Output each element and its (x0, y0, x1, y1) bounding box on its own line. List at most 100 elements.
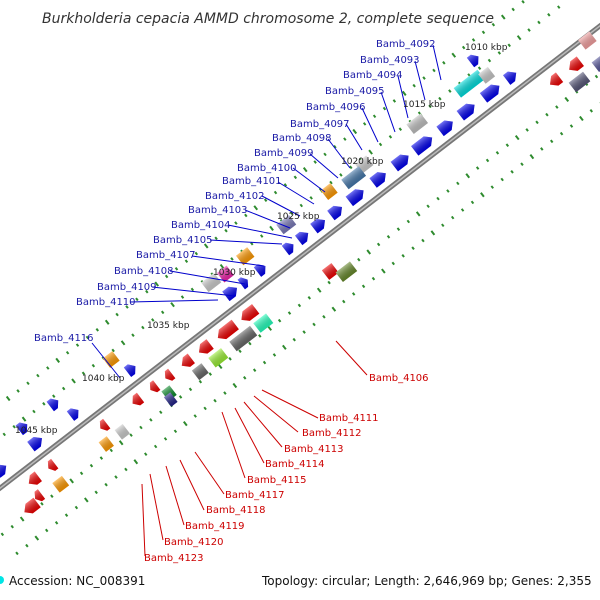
gene-feature[interactable] (201, 272, 222, 293)
gene-label[interactable]: Bamb_4111 (319, 413, 379, 424)
gene-feature[interactable] (0, 442, 2, 458)
gene-feature[interactable] (15, 420, 31, 436)
tick-mark (230, 257, 234, 261)
gene-label[interactable]: Bamb_4097 (290, 119, 350, 130)
gene-label[interactable]: Bamb_4109 (97, 282, 157, 293)
gene-feature[interactable] (214, 319, 239, 343)
gene-label[interactable]: Bamb_4092 (376, 39, 436, 50)
gene-feature[interactable] (578, 31, 597, 50)
gene-feature[interactable] (195, 339, 214, 357)
gene-feature[interactable] (123, 361, 139, 377)
gene-feature[interactable] (102, 351, 120, 368)
gene-feature[interactable] (320, 183, 338, 200)
gene-feature[interactable] (0, 461, 10, 478)
gene-feature[interactable] (114, 423, 130, 440)
gene-feature[interactable] (453, 69, 485, 98)
gene-feature[interactable] (276, 215, 297, 235)
gene-label[interactable]: Bamb_4110 (76, 297, 136, 308)
gene-feature[interactable] (546, 72, 564, 89)
gene-feature[interactable] (229, 325, 258, 352)
gene-feature[interactable] (208, 348, 229, 368)
gene-label[interactable]: Bamb_4116 (34, 333, 94, 344)
gene-feature[interactable] (21, 497, 41, 517)
gene-label[interactable]: Bamb_4094 (343, 70, 403, 81)
gene-feature[interactable] (295, 228, 312, 246)
gene-label[interactable]: Bamb_4102 (205, 191, 265, 202)
gene-feature[interactable] (222, 283, 240, 302)
gene-label[interactable]: Bamb_4123 (144, 553, 204, 564)
gene-feature[interactable] (281, 240, 297, 256)
gene-label[interactable]: Bamb_4107 (136, 250, 196, 261)
gene-label[interactable]: Bamb_4096 (306, 102, 366, 113)
gene-label[interactable]: Bamb_4099 (254, 148, 314, 159)
gene-label[interactable]: Bamb_4120 (164, 537, 224, 548)
gene-label[interactable]: Bamb_4101 (222, 176, 282, 187)
gene-feature[interactable] (27, 433, 45, 452)
leader-line (151, 286, 236, 297)
gene-feature[interactable] (178, 353, 195, 371)
gene-label[interactable]: Bamb_4093 (360, 55, 420, 66)
gene-feature[interactable] (253, 313, 274, 333)
gene-label[interactable]: Bamb_4095 (325, 86, 385, 97)
gene-feature[interactable] (66, 405, 82, 421)
gene-label[interactable]: Bamb_4115 (247, 475, 307, 486)
gene-feature[interactable] (236, 247, 255, 266)
tick-mark (83, 497, 89, 503)
leader-line (335, 340, 368, 376)
gene-feature[interactable] (369, 168, 389, 188)
gene-feature[interactable] (478, 66, 496, 84)
gene-feature[interactable] (238, 304, 260, 324)
gene-label[interactable]: Bamb_4119 (185, 521, 245, 532)
gene-feature[interactable] (310, 215, 328, 234)
gene-feature[interactable] (147, 380, 161, 394)
gene-feature[interactable] (479, 81, 503, 103)
leader-line (149, 473, 164, 541)
gene-feature[interactable] (52, 475, 70, 493)
gene-feature[interactable] (406, 113, 429, 134)
gene-feature[interactable] (503, 68, 520, 85)
gene-label[interactable]: Bamb_4108 (114, 266, 174, 277)
gene-label[interactable]: Bamb_4100 (237, 163, 297, 174)
gene-label[interactable]: Bamb_4103 (188, 205, 248, 216)
gene-feature[interactable] (345, 186, 368, 207)
gene-feature[interactable] (31, 489, 46, 503)
gene-label[interactable]: Bamb_4104 (171, 220, 231, 231)
gene-feature[interactable] (321, 263, 339, 280)
gene-label[interactable]: Bamb_4117 (225, 490, 285, 501)
gene-feature[interactable] (253, 261, 269, 277)
gene-label[interactable]: Bamb_4098 (272, 133, 332, 144)
gene-feature[interactable] (466, 52, 482, 68)
gene-feature[interactable] (456, 100, 479, 121)
gene-feature[interactable] (97, 418, 111, 433)
tick-mark (372, 114, 377, 119)
gene-feature[interactable] (335, 261, 358, 282)
gene-feature[interactable] (45, 458, 59, 473)
gene-feature[interactable] (341, 166, 367, 190)
gene-feature[interactable] (191, 363, 209, 381)
gene-feature[interactable] (129, 392, 145, 409)
gene-feature[interactable] (568, 71, 591, 93)
tick-mark (163, 437, 168, 441)
gene-feature[interactable] (98, 436, 114, 452)
gene-feature[interactable] (217, 265, 234, 283)
tick-mark (327, 280, 331, 285)
gene-feature[interactable] (591, 50, 600, 73)
gene-label[interactable]: Bamb_4106 (369, 373, 429, 384)
gene-feature[interactable] (163, 392, 178, 407)
gene-feature[interactable] (411, 133, 436, 156)
gene-feature[interactable] (327, 202, 345, 221)
gene-feature[interactable] (25, 471, 42, 489)
gene-feature[interactable] (436, 117, 456, 137)
gene-label[interactable]: Bamb_4105 (153, 235, 213, 246)
gene-label[interactable]: Bamb_4112 (302, 428, 362, 439)
gene-feature[interactable] (566, 56, 584, 74)
tick-mark (555, 105, 559, 109)
tick-mark (386, 234, 391, 239)
gene-label[interactable]: Bamb_4118 (206, 505, 266, 516)
tick-mark (411, 246, 415, 250)
gene-label[interactable]: Bamb_4113 (284, 444, 344, 455)
gene-feature[interactable] (162, 368, 176, 383)
gene-feature[interactable] (390, 151, 413, 172)
gene-feature[interactable] (46, 396, 62, 412)
gene-label[interactable]: Bamb_4114 (265, 459, 325, 470)
